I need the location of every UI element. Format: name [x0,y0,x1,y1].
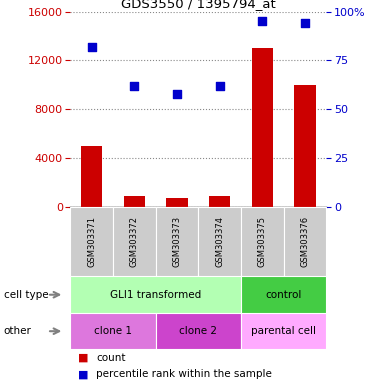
Text: GSM303371: GSM303371 [87,217,96,267]
Point [259,18,265,25]
Bar [198,207,241,276]
Bar [209,196,230,207]
Text: GLI1 transformed: GLI1 transformed [110,290,201,300]
Bar [113,207,156,276]
Bar [241,207,284,276]
Bar [295,85,316,207]
Text: count: count [96,353,126,363]
Bar [70,207,113,276]
Bar [70,313,156,349]
Bar [241,313,326,349]
Text: parental cell: parental cell [251,326,316,336]
Bar [156,207,198,276]
Bar [156,313,241,349]
Text: other: other [4,326,32,336]
Text: GSM303374: GSM303374 [215,217,224,267]
Text: clone 2: clone 2 [180,326,217,336]
Point [174,91,180,97]
Text: clone 1: clone 1 [94,326,132,336]
Bar [284,207,326,276]
Point [217,83,223,89]
Text: cell type: cell type [4,290,48,300]
Point [131,83,137,89]
Bar [241,276,326,313]
Text: GSM303375: GSM303375 [258,217,267,267]
Text: GSM303372: GSM303372 [130,217,139,267]
Text: ■: ■ [78,353,88,363]
Text: ■: ■ [78,369,88,379]
Text: percentile rank within the sample: percentile rank within the sample [96,369,272,379]
Title: GDS3550 / 1395794_at: GDS3550 / 1395794_at [121,0,276,10]
Bar [81,146,102,207]
Bar [124,196,145,207]
Text: control: control [266,290,302,300]
Point [89,44,95,50]
Bar [70,276,241,313]
Bar [252,48,273,207]
Text: GSM303373: GSM303373 [173,216,182,268]
Point [302,20,308,26]
Text: GSM303376: GSM303376 [301,216,310,268]
Bar [167,198,188,207]
